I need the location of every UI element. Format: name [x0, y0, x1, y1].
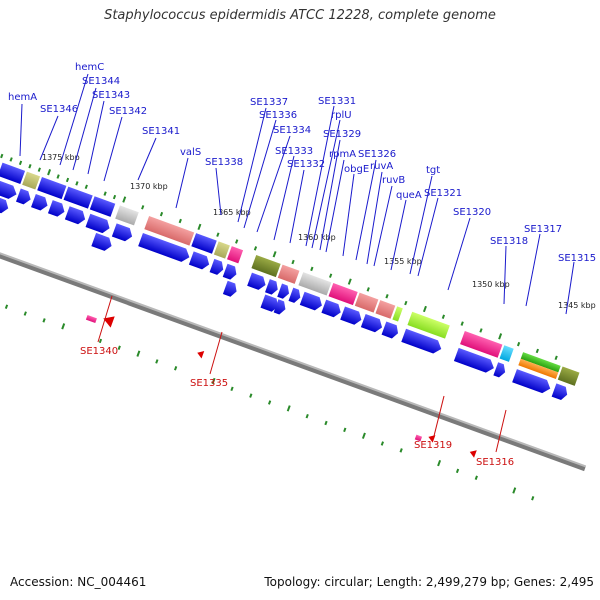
- bottom-leader-lines: [97, 295, 507, 453]
- gene-label-top: SE1343: [92, 90, 130, 101]
- gene-label-top: rpmA: [329, 149, 356, 160]
- ruler-label: 1370 kbp: [130, 182, 168, 191]
- backbone: [0, 206, 586, 472]
- gene-label-top: SE1326: [358, 149, 396, 160]
- reverse-gene-se1340-body: [85, 314, 97, 324]
- top-leader-lines: [19, 73, 575, 315]
- accession-info: Accession: NC_004461: [10, 575, 147, 589]
- ruler-label: 1375 kbp: [42, 153, 80, 162]
- gene-label-top: tgt: [426, 165, 440, 176]
- gene-label-bottom: SE1319: [414, 440, 452, 451]
- backbone-highlight: [0, 205, 587, 468]
- gene-label-top: SE1337: [250, 97, 288, 108]
- genome-title: Staphylococcus epidermidis ATCC 12228, c…: [104, 8, 496, 23]
- gene-label-top: SE1315: [558, 253, 596, 264]
- gene-label-top: SE1317: [524, 224, 562, 235]
- ruler-label: 1360 kbp: [298, 233, 336, 242]
- reverse-gene-se1319-body: [414, 434, 423, 442]
- gene-label-top: SE1338: [205, 157, 243, 168]
- gene-label-top: SE1320: [453, 207, 491, 218]
- gene-label-top: SE1341: [142, 126, 180, 137]
- gene-label-top: hemC: [75, 62, 104, 73]
- ruler-ticks: [0, 153, 558, 361]
- forward-genes-row-a: [0, 178, 568, 401]
- gene-label-top: ruvB: [382, 175, 405, 186]
- top-gene-label-group: hemA SE1346 hemC SE1344 SE1343 SE1342 SE…: [8, 62, 596, 264]
- gene-label-bottom: SE1335: [190, 378, 228, 389]
- ruler-label: 1355 kbp: [384, 257, 422, 266]
- forward-genes-row-b: [0, 195, 286, 315]
- bottom-gene-label-group: SE1340 SE1335 SE1319 SE1316: [80, 346, 514, 468]
- genome-summary: Topology: circular; Length: 2,499,279 bp…: [264, 575, 594, 589]
- gene-label-top: valS: [180, 147, 201, 158]
- gene-label-top: SE1336: [259, 110, 297, 121]
- gene-label-top: ruvA: [370, 161, 393, 172]
- gene-label-top: SE1344: [82, 76, 120, 87]
- ruler-label: 1350 kbp: [472, 280, 510, 289]
- gene-label-bottom: SE1316: [476, 457, 514, 468]
- gene-label-top: SE1334: [273, 125, 311, 136]
- gene-label-top: SE1331: [318, 96, 356, 107]
- ruler-label: 1365 kbp: [213, 208, 251, 217]
- ruler-label-group: 1375 kbp 1370 kbp 1365 kbp 1360 kbp 1355…: [42, 153, 596, 310]
- gene-label-top: SE1332: [287, 159, 325, 170]
- gene-label-top: SE1318: [490, 236, 528, 247]
- gene-label-top: SE1321: [424, 188, 462, 199]
- gene-label-top: rplU: [331, 110, 352, 121]
- cog-feature-row: [0, 162, 580, 386]
- gene-label-top: queA: [396, 190, 422, 201]
- gene-label-top: SE1342: [109, 106, 147, 117]
- gene-label-top: SE1329: [323, 129, 361, 140]
- lower-ticks: [4, 304, 535, 501]
- gene-label-top: obgE: [344, 164, 369, 175]
- gene-label-top: hemA: [8, 92, 37, 103]
- gene-label-top: SE1346: [40, 104, 78, 115]
- gene-label-bottom: SE1340: [80, 346, 118, 357]
- gene-label-top: SE1333: [275, 146, 313, 157]
- reverse-genes: [103, 316, 477, 458]
- ruler-label: 1345 kbp: [558, 301, 596, 310]
